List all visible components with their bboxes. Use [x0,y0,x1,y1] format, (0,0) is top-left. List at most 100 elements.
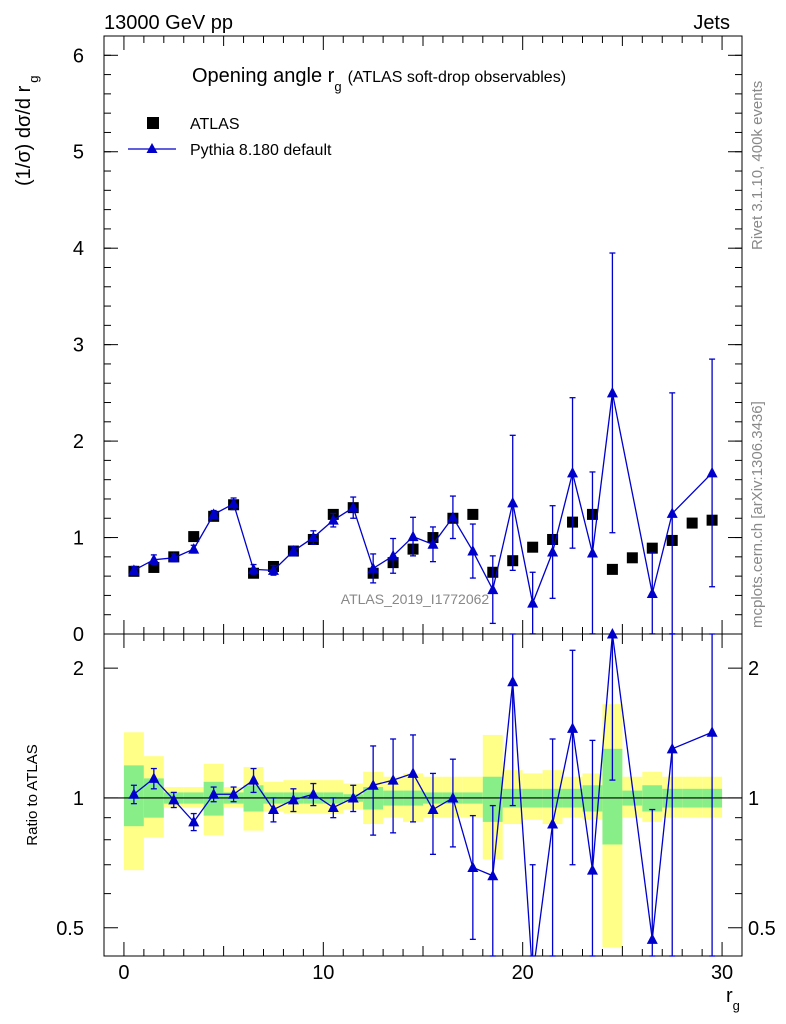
pythia-point [427,538,439,549]
pythia-point [148,553,160,565]
pythia-point [327,514,339,525]
ratio-pythia-point [706,726,718,737]
pythia-point [208,508,220,519]
ratio-pythia-point [188,815,200,827]
main-y-tick-label: 3 [73,335,84,357]
ratio-pythia-point [507,675,519,687]
ratio-pythia-point [547,818,559,829]
pythia-point [586,546,598,558]
ratio-pythia-point [387,774,399,785]
legend-label-atlas: ATLAS [190,116,240,133]
pythia-point [547,546,559,557]
pythia-point [248,563,260,574]
pythia-point [347,501,359,513]
watermark: ATLAS_2019_I1772062 [341,591,490,607]
legend: ATLAS Pythia 8.180 default [128,116,332,159]
ratio-pythia-point [407,767,419,778]
ratio-pythia-point [467,861,479,872]
ratio-pythia-point [367,779,379,790]
ratio-pythia-point [666,742,678,754]
energy-label: 13000 GeV pp [104,12,233,34]
pythia-point [706,466,718,478]
pythia-point [507,496,519,508]
x-tick-label: 20 [512,962,534,984]
main-y-tick-label: 6 [73,45,84,67]
main-marks [128,252,718,635]
ratio-pythia-point [168,793,180,805]
ratio-panel: 0 10 20 30 0.5 0.5 1 1 2 2 Ratio to ATLAS [24,628,776,984]
pythia-point [367,562,379,573]
atlas-data-point [467,508,479,520]
uncertainty-band-inner [482,776,503,822]
chart-title: Opening angle rg (ATLAS soft-drop observa… [192,65,566,94]
chart-title-suffix: (ATLAS soft-drop observables) [348,69,566,86]
legend-marker-pythia [146,143,158,153]
legend-label-pythia: Pythia 8.180 default [190,142,332,159]
ratio-pythia-point [347,791,359,803]
chart-title-subscript: g [334,79,341,94]
pythia-point [567,466,579,478]
pythia-point [646,587,658,598]
atlas-data-point [606,563,618,575]
ratio-y-tick-label-right: 2 [748,658,759,680]
rivet-label: Rivet 3.1.10, 400k events [749,81,766,250]
main-y-tick-label: 0 [73,624,84,646]
ratio-y-tick-label: 2 [73,658,84,680]
atlas-data-point [646,542,658,554]
y-axis-label-text: (1/σ) dσ/d r [13,85,35,186]
x-axis-label-text: r [726,985,733,1007]
x-tick-label: 0 [118,962,129,984]
pythia-point [447,511,459,522]
ratio-pythia-point [586,864,598,875]
ratio-pythia-point [208,788,220,799]
mcplots-label: mcplots.cern.ch [arXiv:1306.3436] [749,401,766,628]
pythia-point [467,545,479,556]
pythia-point [606,386,618,398]
ratio-pythia-point [128,788,140,799]
pythia-line [133,392,713,606]
pythia-point [128,564,140,575]
pythia-point [666,507,678,518]
atlas-data-point [148,561,160,573]
x-axis-label: rg [726,985,740,1013]
atlas-data-point [188,531,200,543]
x-axis-label-subscript: g [733,998,740,1013]
uncertainty-band-inner [602,748,623,845]
ratio-y-tick-label-right: 0.5 [748,918,776,940]
ratio-marks [128,628,718,957]
ratio-pythia-point [427,803,439,815]
pythia-point [407,530,419,542]
ratio-pythia-point [248,774,260,785]
ratio-y-tick-label: 1 [73,788,84,810]
atlas-data-point [626,552,638,564]
x-tick-label: 10 [312,962,334,984]
ratio-pythia-point [447,791,459,803]
ratio-y-axis-label: Ratio to ATLAS [24,744,41,845]
ratio-pythia-line [133,634,713,956]
ratio-pythia-point [267,803,279,815]
ratio-pythia-point [327,801,339,813]
pythia-point [307,531,319,543]
ratio-pythia-point [148,772,160,783]
legend-marker-atlas [147,117,159,129]
ratio-y-tick-label-right: 1 [748,788,759,810]
atlas-data-point [686,517,698,529]
ratio-bands [123,704,723,948]
pythia-point [188,543,200,554]
ratio-y-tick-label: 0.5 [56,918,84,940]
pythia-point [267,564,279,575]
atlas-data-point [527,541,539,553]
ratio-pythia-point [487,869,499,881]
process-label: Jets [693,12,730,34]
ratio-pythia-point [567,722,579,733]
ratio-pythia-point [307,788,319,799]
pythia-point [527,597,539,608]
main-y-tick-label: 2 [73,431,84,453]
x-tick-label: 30 [711,962,733,984]
chart-title-text: Opening angle r [192,65,335,87]
ratio-pythia-point [228,788,240,799]
pythia-point [287,545,299,556]
main-y-tick-label: 5 [73,142,84,164]
pythia-point [228,497,240,509]
